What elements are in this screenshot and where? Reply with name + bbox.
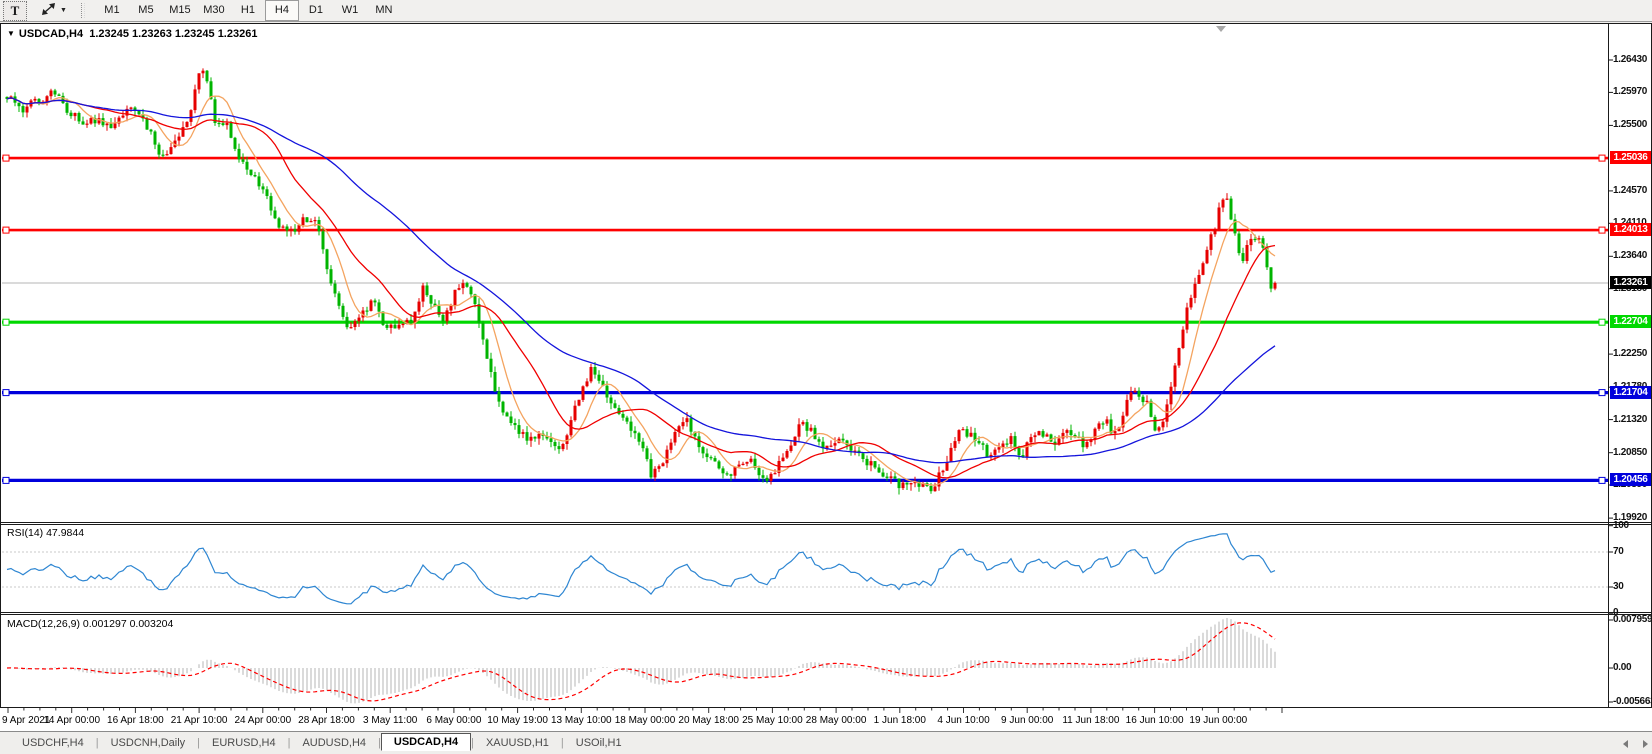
- tab-separator: |: [471, 737, 474, 749]
- time-axis-label: 3 May 11:00: [363, 715, 418, 726]
- time-axis-label: 28 Apr 18:00: [298, 715, 355, 726]
- time-axis-label: 9 Jun 00:00: [1001, 715, 1054, 726]
- timeframe-button-m5[interactable]: M5: [138, 4, 154, 16]
- chart-tab-usdcad[interactable]: USDCAD,H4: [380, 733, 472, 751]
- chart-canvas[interactable]: [1, 24, 1651, 707]
- text-tool-button[interactable]: T: [3, 0, 27, 21]
- tab-separator: |: [95, 737, 99, 749]
- chart-title: ▼ USDCAD,H4 1.23245 1.23263 1.23245 1.232…: [7, 28, 257, 40]
- time-axis-label: 16 Apr 18:00: [107, 715, 164, 726]
- time-axis-label: 1 Jun 18:00: [873, 715, 926, 726]
- chart-tab-usdchf[interactable]: USDCHF,H4: [22, 737, 84, 749]
- time-axis-label: 19 Jun 00:00: [1189, 715, 1248, 726]
- toolbar: T ▼ M1 M5 M15 M30 H1 H4 D1 W1 MN: [0, 0, 1652, 22]
- chart-window: 1.26430 1.25970 1.25500 1.24570 1.24110 1.236…: [0, 23, 1652, 708]
- tab-separator: |: [560, 737, 564, 749]
- symbol-period: USDCAD,H4: [18, 28, 84, 40]
- time-axis-label: 20 May 18:00: [678, 715, 739, 726]
- chart-tab-xauusd[interactable]: XAUUSD,H1: [485, 737, 549, 749]
- symbol-caret-icon: ▼: [7, 29, 15, 38]
- tab-scroll-arrows: [1623, 740, 1648, 748]
- time-axis-label: 6 May 00:00: [426, 715, 482, 726]
- timeframe-button-m1[interactable]: M1: [104, 4, 120, 16]
- time-axis-label: 18 May 00:00: [614, 715, 676, 726]
- time-axis-label: 25 May 10:00: [742, 715, 803, 726]
- chart-tab-audusd[interactable]: AUDUSD,H4: [302, 737, 367, 749]
- timeframe-button-h1[interactable]: H1: [240, 4, 255, 16]
- time-axis-label: 16 Jun 10:00: [1125, 715, 1184, 726]
- scroll-left-icon[interactable]: [1623, 740, 1628, 748]
- styler-icon: [41, 2, 56, 19]
- time-axis-label: 4 Jun 10:00: [937, 715, 990, 726]
- styler-tool-button[interactable]: ▼: [41, 2, 67, 20]
- tab-separator: |: [378, 737, 381, 749]
- time-axis-label: 13 May 10:00: [550, 715, 612, 726]
- rsi-indicator-label: RSI(14) 47.9844: [7, 527, 85, 539]
- ohlc-values: 1.23245 1.23263 1.23245 1.23261: [89, 28, 258, 40]
- chart-tab-usdcnh[interactable]: USDCNH,Daily: [110, 737, 186, 749]
- time-axis-label: 9 Apr 2021: [2, 715, 51, 726]
- timeframe-buttons: M1 M5 M15 M30 H1 H4 D1 W1 MN: [95, 0, 401, 21]
- timeframe-button-m15[interactable]: M15: [169, 4, 191, 16]
- timeframe-button-mn[interactable]: MN: [375, 4, 393, 16]
- time-axis-label: 28 May 00:00: [805, 715, 867, 726]
- scroll-right-icon[interactable]: [1643, 740, 1648, 748]
- toolbar-grip: [80, 3, 85, 18]
- chart-tab-eurusd[interactable]: EURUSD,H4: [212, 737, 276, 749]
- chart-tab-bar: USDCHF,H4 | USDCNH,Daily | EURUSD,H4 | AUDUSD,…: [0, 731, 1652, 754]
- time-axis-label: 24 Apr 00:00: [234, 715, 292, 726]
- time-axis[interactable]: 9 Apr 2021 14 Apr 00:00 16 Apr 18:00 21 Apr…: [0, 708, 1652, 731]
- chart-tab-usoil[interactable]: USOil,H1: [575, 737, 622, 749]
- chart-tabs: USDCHF,H4 | USDCNH,Daily | EURUSD,H4 | AUDUSD,…: [10, 733, 634, 752]
- timeframe-button-h4[interactable]: H4: [264, 0, 299, 21]
- chevron-down-icon: ▼: [60, 7, 67, 14]
- time-axis-label: 10 May 19:00: [487, 715, 548, 726]
- macd-indicator-label: MACD(12,26,9) 0.001297 0.003204: [7, 618, 174, 630]
- timeframe-button-m30[interactable]: M30: [203, 4, 225, 16]
- tab-separator: |: [197, 737, 201, 749]
- timeframe-button-w1[interactable]: W1: [341, 4, 359, 16]
- timeframe-button-d1[interactable]: D1: [308, 4, 323, 16]
- tab-separator: |: [287, 737, 291, 749]
- time-axis-label: 11 Jun 18:00: [1062, 715, 1120, 726]
- time-axis-label: 14 Apr 00:00: [43, 715, 101, 726]
- time-axis-label: 21 Apr 10:00: [170, 715, 228, 726]
